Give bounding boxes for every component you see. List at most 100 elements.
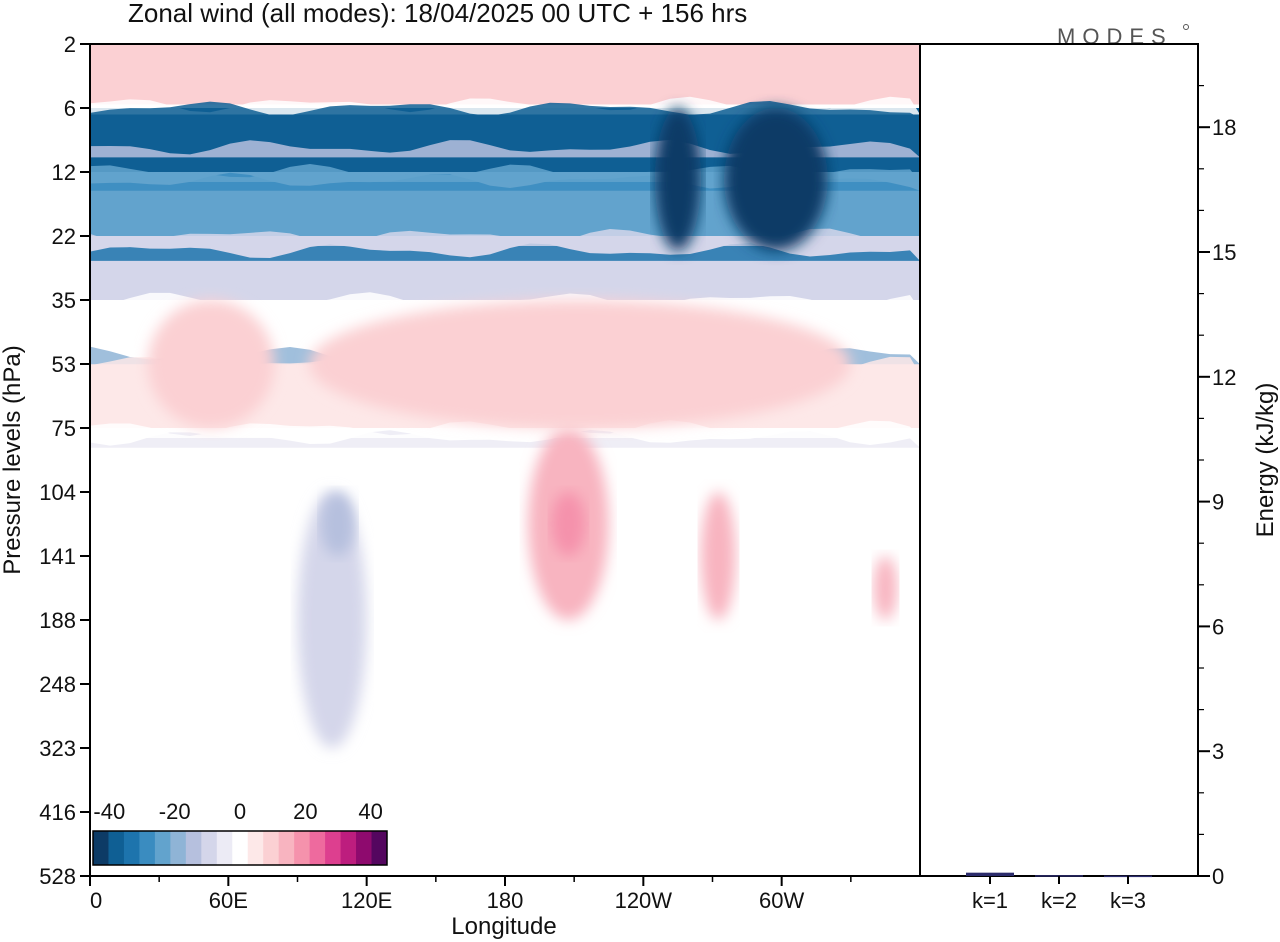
band-edge-188 xyxy=(90,612,920,630)
colorbar-swatch xyxy=(139,831,156,865)
energy-y-tick-label: 9 xyxy=(1212,490,1224,515)
colorbar-tick-label: 40 xyxy=(358,799,382,824)
colorbar-swatch xyxy=(216,831,233,865)
feature-7 xyxy=(309,300,851,428)
energy-y-tick-label: 18 xyxy=(1212,115,1236,140)
y-tick-label: 188 xyxy=(39,608,76,633)
heatmap-panel: -40 -20 0 20 40 2612223553751041411882483234… xyxy=(0,32,921,940)
feature-2 xyxy=(297,492,367,748)
colorbar-tick-label: -20 xyxy=(159,799,191,824)
energy-y-tick-label: 3 xyxy=(1212,739,1224,764)
energy-x-tick-label: k=3 xyxy=(1110,888,1146,913)
colorbar-swatch xyxy=(154,831,171,865)
band-188 xyxy=(90,620,920,684)
energy-bar-k=2 xyxy=(1035,875,1083,877)
band-edge-12 xyxy=(90,164,920,182)
y-axis-label: Pressure levels (hPa) xyxy=(0,345,26,574)
feature-5 xyxy=(873,556,897,620)
x-tick-label: 60E xyxy=(209,888,248,913)
x-axis-ticks: 0 60E 120E 180 120W 60W xyxy=(89,876,852,913)
band-edge-8 xyxy=(90,243,920,261)
colorbar-swatch xyxy=(247,831,264,865)
feature-9 xyxy=(724,107,828,251)
chart-title: Zonal wind (all modes): 18/04/2025 00 UT… xyxy=(128,0,747,28)
colorbar-frame xyxy=(92,830,388,866)
feature-8 xyxy=(654,107,701,251)
colorbar-swatch xyxy=(356,831,373,865)
x-tick-label: 180 xyxy=(487,888,524,913)
y-tick-label: 22 xyxy=(52,224,76,249)
y-tick-label: 12 xyxy=(52,160,76,185)
band-2 xyxy=(90,44,920,105)
band-edge-22 xyxy=(90,228,920,246)
y-tick-label: 141 xyxy=(39,544,76,569)
heatmap-features xyxy=(147,107,897,748)
energy-y-axis-label: Energy (kJ/kg) xyxy=(1252,383,1279,538)
band-104 xyxy=(90,492,920,556)
colorbar: -40 -20 0 20 40 xyxy=(92,799,388,866)
band-edge-6 xyxy=(90,100,920,118)
feature-1 xyxy=(551,492,586,556)
colorbar-tick-label: -40 xyxy=(93,799,125,824)
y-tick-label: 6 xyxy=(64,96,76,121)
energy-y-tick-label: 0 xyxy=(1212,864,1224,889)
colorbar-swatch xyxy=(93,831,109,865)
colorbar-swatch xyxy=(325,831,342,865)
y-tick-label: 35 xyxy=(52,288,76,313)
x-tick-label: 60W xyxy=(759,888,804,913)
energy-x-axis-ticks: k=1 k=2 k=3 xyxy=(972,876,1146,913)
x-tick-label: 0 xyxy=(90,888,102,913)
x-axis-label: Longitude xyxy=(451,913,556,940)
band-141 xyxy=(90,556,920,620)
y-tick-label: 416 xyxy=(39,800,76,825)
colorbar-swatch xyxy=(108,831,125,865)
band-323 xyxy=(90,748,920,812)
colorbar-swatch xyxy=(278,831,295,865)
colorbar-swatch xyxy=(263,831,280,865)
colorbar-swatch xyxy=(201,831,218,865)
band-248 xyxy=(90,684,920,748)
band-edge-141 xyxy=(90,548,920,566)
colorbar-swatch xyxy=(170,831,187,865)
y-tick-label: 104 xyxy=(39,480,76,505)
band-edge-3 xyxy=(90,96,920,115)
colorbar-tick-label: 0 xyxy=(234,799,246,824)
y-tick-label: 2 xyxy=(64,32,76,57)
band-edge-35 xyxy=(90,292,920,310)
y-tick-label: 75 xyxy=(52,416,76,441)
band-edge-104 xyxy=(90,484,920,502)
colorbar-swatch xyxy=(340,831,357,865)
energy-frame xyxy=(919,43,1199,877)
colorbar-swatch xyxy=(371,831,388,865)
x-tick-label: 120W xyxy=(615,888,673,913)
y-tick-label: 53 xyxy=(52,352,76,377)
logo-registered-mark xyxy=(1183,24,1189,30)
band-edge-75 xyxy=(90,420,920,438)
energy-y-tick-label: 15 xyxy=(1212,240,1236,265)
y-tick-label: 248 xyxy=(39,672,76,697)
band-edge-416 xyxy=(90,805,920,822)
x-tick-label: 120E xyxy=(341,888,392,913)
energy-x-tick-label: k=2 xyxy=(1041,888,1077,913)
energy-bar-k=1 xyxy=(966,872,1014,876)
band-edge-4 xyxy=(90,139,920,158)
feature-6 xyxy=(147,300,275,428)
y-tick-label: 323 xyxy=(39,736,76,761)
band-edge-248 xyxy=(90,676,920,694)
colorbar-swatch xyxy=(185,831,202,865)
energy-y-tick-label: 12 xyxy=(1212,365,1236,390)
feature-3 xyxy=(320,492,356,556)
band-edge-28 xyxy=(90,429,920,448)
energy-panel: 0 3 6 9 12 15 18 k=1 k=2 k=3 Energy (kJ/kg) xyxy=(919,43,1279,913)
band-edge-323 xyxy=(90,740,920,758)
colorbar-tick-label: 20 xyxy=(293,799,317,824)
colorbar-swatch xyxy=(123,831,140,865)
feature-4 xyxy=(700,492,736,620)
energy-x-tick-label: k=1 xyxy=(972,888,1008,913)
colorbar-swatch xyxy=(309,831,326,865)
energy-y-tick-label: 6 xyxy=(1212,614,1224,639)
y-axis-ticks: 2 6 12 22 35 53 75 104 141 188 248 323 416 528 xyxy=(39,32,90,889)
colorbar-swatch xyxy=(232,831,249,865)
energy-y-axis-ticks: 0 3 6 9 12 15 18 xyxy=(1198,84,1236,889)
